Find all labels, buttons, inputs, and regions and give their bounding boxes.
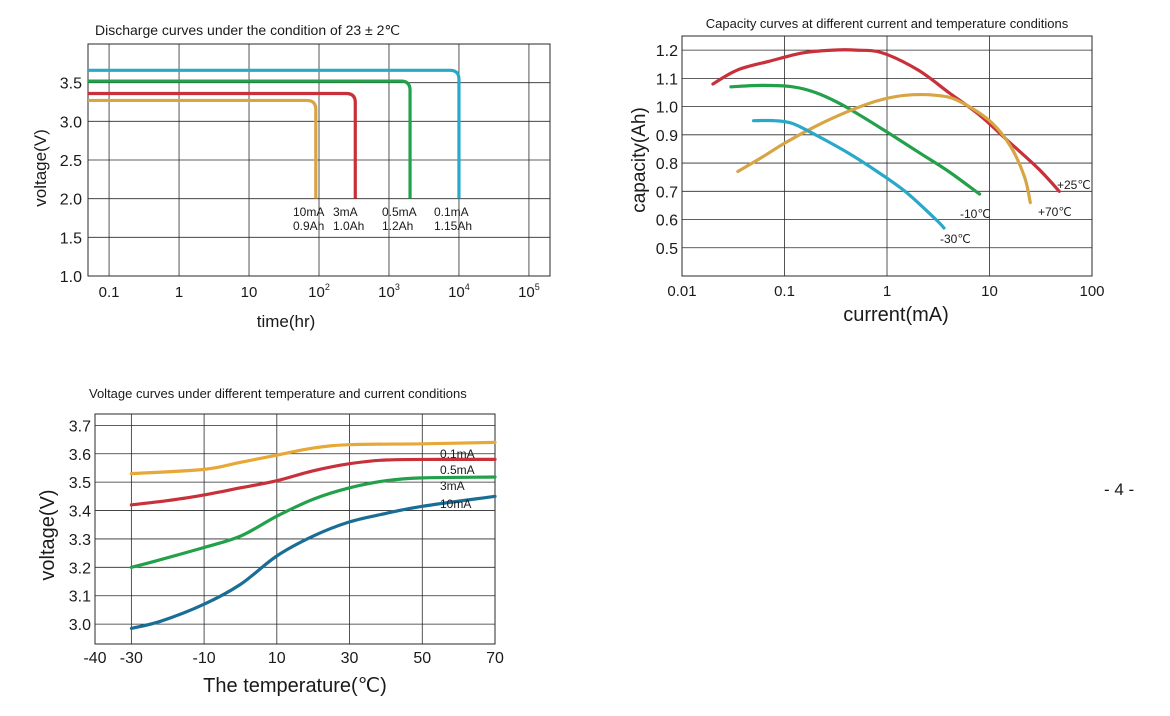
chart3-x-tick-label: 70 [486, 650, 504, 667]
chart3-x-tick-label: -10 [193, 650, 216, 667]
chart1-x-tick-label: 1 [175, 284, 183, 301]
chart2-x-tick-label: 10 [981, 283, 998, 300]
chart3-x-tick-label: -40 [83, 650, 106, 667]
chart3-title: Voltage curves under different temperatu… [89, 386, 467, 401]
chart2-y-tick-label: 0.6 [656, 213, 678, 230]
chart3-series-line-1 [129, 457, 497, 507]
chart1-x-tick-label: 10 [241, 284, 258, 301]
chart3-series-label: 0.5mA [440, 463, 475, 477]
chart3-y-tick-label: 3.1 [69, 589, 91, 606]
chart2-y-tick-label: 1.2 [656, 43, 678, 60]
chart3-y-label: voltage(V) [37, 489, 59, 580]
chart1-x-ticks: 0.1 1 10 102 103 104 105 [99, 282, 540, 301]
chart3-series-line-3 [129, 494, 497, 630]
chart1-series-line-2 [88, 91, 357, 199]
chart2-x-label: current(mA) [843, 304, 949, 326]
chart1-annotation-text: 10mA [293, 205, 324, 219]
chart1-annotation-text: 0.5mA [382, 205, 417, 219]
chart1-y-tick-label: 1.0 [60, 269, 82, 286]
chart1-annotation-text: 3mA [333, 205, 358, 219]
chart1-x-tick-label: 105 [518, 282, 540, 301]
chart3-series-line-0 [129, 440, 497, 476]
chart3-y-tick-label: 3.5 [69, 475, 91, 492]
chart1-series-line-3 [88, 98, 318, 199]
chart3-series-labels: 0.1mA 0.5mA 3mA 10mA [440, 447, 475, 511]
chart3-x-tick-label: 10 [268, 650, 286, 667]
chart3-x-tick-label: -30 [120, 650, 143, 667]
chart3-series-line-2 [129, 475, 497, 569]
chart1-x-tick-label: 102 [308, 282, 330, 301]
chart1-x-tick-label: 104 [448, 282, 470, 301]
chart2-grid [681, 35, 1093, 277]
chart1-y-tick-label: 1.5 [60, 230, 82, 247]
chart2-y-tick-label: 1.1 [656, 71, 678, 88]
chart1-series [88, 68, 461, 199]
chart2-x-ticks: 0.01 0.1 1 10 100 [667, 283, 1104, 300]
chart3-series-label: 0.1mA [440, 447, 475, 461]
chart1-y-tick-label: 3.0 [60, 114, 82, 131]
chart3-x-tick-label: 30 [341, 650, 359, 667]
capacity-chart: Capacity curves at different current and… [629, 16, 1105, 326]
chart2-series-label: -10℃ [960, 207, 991, 221]
chart1-annotation-text: 0.9Ah [293, 219, 324, 233]
chart3-y-tick-label: 3.4 [69, 504, 91, 521]
chart3-y-tick-label: 3.3 [69, 532, 91, 549]
chart1-title: Discharge curves under the condition of … [95, 22, 400, 38]
chart3-series-label: 3mA [440, 479, 465, 493]
chart1-annotation-text: 1.15Ah [434, 219, 472, 233]
chart3-grid [94, 413, 496, 645]
chart1-y-ticks: 1.0 1.5 2.0 2.5 3.0 3.5 [60, 76, 82, 286]
chart3-series-label: 10mA [440, 497, 471, 511]
chart3-series [129, 440, 497, 630]
chart1-y-tick-label: 2.5 [60, 153, 82, 170]
chart2-y-tick-label: 0.9 [656, 128, 678, 145]
chart3-x-ticks: -40 -30 -10 10 30 50 70 [83, 650, 504, 667]
chart1-y-label: voltage(V) [31, 129, 50, 206]
chart2-x-tick-label: 0.01 [667, 283, 696, 300]
chart1-annotation-text: 1.2Ah [382, 219, 413, 233]
discharge-chart: Discharge curves under the condition of … [31, 22, 551, 331]
chart3-y-tick-label: 3.7 [69, 418, 91, 435]
chart3-plot-frame [94, 413, 496, 645]
chart1-series-line-0 [88, 68, 461, 199]
chart3-y-tick-label: 3.2 [69, 560, 91, 577]
chart1-x-tick-label: 103 [378, 282, 400, 301]
chart2-title: Capacity curves at different current and… [706, 16, 1069, 31]
chart1-annotation-text: 1.0Ah [333, 219, 364, 233]
chart2-x-tick-label: 1 [883, 283, 891, 300]
voltage-temperature-chart: Voltage curves under different temperatu… [37, 386, 504, 697]
chart2-series-label: -30℃ [940, 232, 971, 246]
page-number: - 4 - [1104, 480, 1135, 499]
chart1-x-label: time(hr) [257, 312, 316, 331]
chart2-series-line-1 [729, 83, 982, 196]
chart2-series-label: +25℃ [1057, 178, 1091, 192]
chart2-y-ticks: 0.5 0.6 0.7 0.8 0.9 1.0 1.1 1.2 [656, 43, 678, 258]
chart3-y-ticks: 3.0 3.1 3.2 3.3 3.4 3.5 3.6 3.7 [69, 418, 91, 634]
chart3-x-label: The temperature(℃) [203, 675, 387, 697]
chart2-y-tick-label: 0.7 [656, 184, 678, 201]
chart1-grid [87, 43, 551, 277]
chart3-x-tick-label: 50 [413, 650, 431, 667]
chart2-series [711, 48, 1061, 230]
chart2-x-tick-label: 100 [1079, 283, 1104, 300]
chart2-x-tick-label: 0.1 [774, 283, 795, 300]
chart1-series-line-1 [88, 79, 412, 199]
chart2-y-tick-label: 1.0 [656, 100, 678, 117]
chart3-y-tick-label: 3.0 [69, 617, 91, 634]
chart2-y-tick-label: 0.5 [656, 241, 678, 258]
chart2-series-line-3 [752, 118, 946, 230]
chart3-y-tick-label: 3.6 [69, 447, 91, 464]
chart1-annotation-text: 0.1mA [434, 205, 469, 219]
chart1-x-tick-label: 0.1 [99, 284, 120, 301]
chart2-series-labels: +25℃ -10℃ +70℃ -30℃ [940, 178, 1091, 246]
chart2-series-label: +70℃ [1038, 205, 1072, 219]
chart2-y-label: capacity(Ah) [629, 107, 650, 213]
chart1-y-tick-label: 2.0 [60, 192, 82, 209]
chart2-y-tick-label: 0.8 [656, 156, 678, 173]
chart2-series-line-2 [736, 93, 1032, 205]
chart1-y-tick-label: 3.5 [60, 76, 82, 93]
